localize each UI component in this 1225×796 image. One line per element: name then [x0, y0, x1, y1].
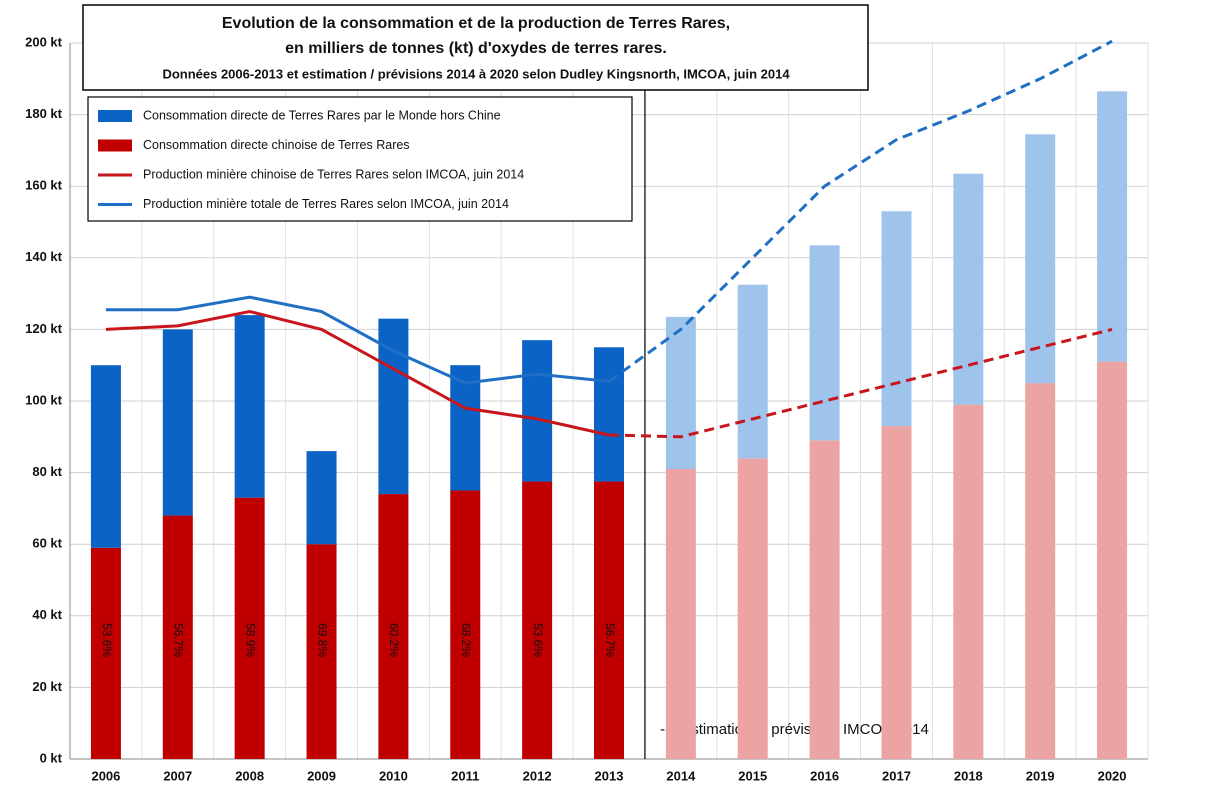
bar-label: 58.9%	[243, 623, 257, 657]
x-tick-label: 2016	[810, 768, 839, 783]
bar	[1097, 361, 1128, 759]
bar	[1097, 91, 1128, 362]
bar	[737, 284, 768, 459]
bar	[234, 497, 265, 759]
line	[105, 295, 610, 385]
bar	[594, 347, 624, 482]
x-tick-label: 2017	[882, 768, 911, 783]
legend-label: Consommation directe chinoise de Terres …	[143, 138, 410, 152]
bar-label: 60.2%	[387, 623, 401, 657]
bar	[522, 340, 553, 482]
bar	[809, 245, 840, 441]
x-tick-label: 2019	[1026, 768, 1055, 783]
x-tick-label: 2012	[523, 768, 552, 783]
line	[608, 327, 1113, 439]
chart-title-line: en milliers de tonnes (kt) d'oxydes de t…	[285, 40, 667, 57]
bar-label: 69.8%	[315, 623, 329, 657]
bar	[1025, 383, 1056, 759]
bar	[953, 404, 984, 759]
bar	[90, 365, 121, 548]
legend-box	[87, 96, 633, 222]
y-tick-label: 100 kt	[25, 392, 63, 407]
bar	[306, 451, 337, 545]
bar	[162, 515, 193, 759]
x-tick-label: 2006	[91, 768, 120, 783]
bar	[881, 426, 912, 759]
y-tick-label: 20 kt	[32, 679, 62, 694]
legend-swatch	[98, 139, 132, 152]
y-tick-label: 60 kt	[32, 536, 62, 551]
line	[105, 309, 610, 437]
y-tick-label: 200 kt	[25, 34, 63, 49]
bar	[665, 316, 696, 470]
chart-subtitle: Données 2006-2013 et estimation / prévis…	[162, 66, 790, 81]
bar	[378, 494, 409, 759]
bar	[953, 173, 984, 405]
line	[608, 39, 1113, 383]
bar	[90, 547, 121, 759]
chart-title: Evolution de la consommation et de la pr…	[222, 15, 730, 32]
bar-label: 53.6%	[100, 623, 114, 657]
bar	[665, 469, 696, 759]
bar	[594, 481, 624, 759]
legend-label: Consommation directe de Terres Rares par…	[143, 108, 501, 122]
bar	[1025, 134, 1056, 384]
bar	[234, 315, 265, 498]
x-tick-label: 2014	[666, 768, 696, 783]
legend-label: Production minière totale de Terres Rare…	[143, 197, 509, 211]
x-tick-label: 2015	[738, 768, 767, 783]
bar	[450, 490, 481, 759]
bar-label: 53.6%	[531, 623, 545, 657]
x-tick-label: 2013	[595, 768, 624, 783]
bar	[881, 211, 912, 427]
y-tick-label: 0 kt	[40, 750, 63, 765]
y-tick-label: 120 kt	[25, 321, 63, 336]
legend-label: Production minière chinoise de Terres Ra…	[143, 167, 524, 181]
bar-label: 56.7%	[172, 623, 186, 657]
legend-swatch	[98, 110, 132, 122]
y-tick-label: 140 kt	[25, 249, 63, 264]
x-tick-label: 2011	[451, 768, 479, 783]
title-box	[82, 4, 869, 91]
bar	[809, 440, 840, 759]
y-tick-label: 40 kt	[32, 607, 62, 622]
x-tick-label: 2020	[1098, 768, 1127, 783]
x-tick-label: 2007	[163, 768, 192, 783]
x-tick-label: 2018	[954, 768, 983, 783]
bar	[162, 329, 193, 516]
bar	[306, 544, 337, 759]
y-tick-label: 180 kt	[25, 106, 63, 121]
bar-label: 68.2%	[459, 623, 473, 657]
bar	[522, 481, 553, 759]
y-tick-label: 80 kt	[32, 464, 62, 479]
bar	[450, 365, 481, 491]
x-tick-label: 2009	[307, 768, 336, 783]
bar	[378, 318, 409, 495]
annotation: --> estimations / prévisions IMCOA 2014	[660, 721, 929, 738]
bar-label: 56.7%	[603, 623, 617, 657]
x-tick-label: 2008	[235, 768, 264, 783]
x-tick-label: 2010	[379, 768, 408, 783]
y-tick-label: 160 kt	[25, 178, 63, 193]
bar	[737, 458, 768, 759]
